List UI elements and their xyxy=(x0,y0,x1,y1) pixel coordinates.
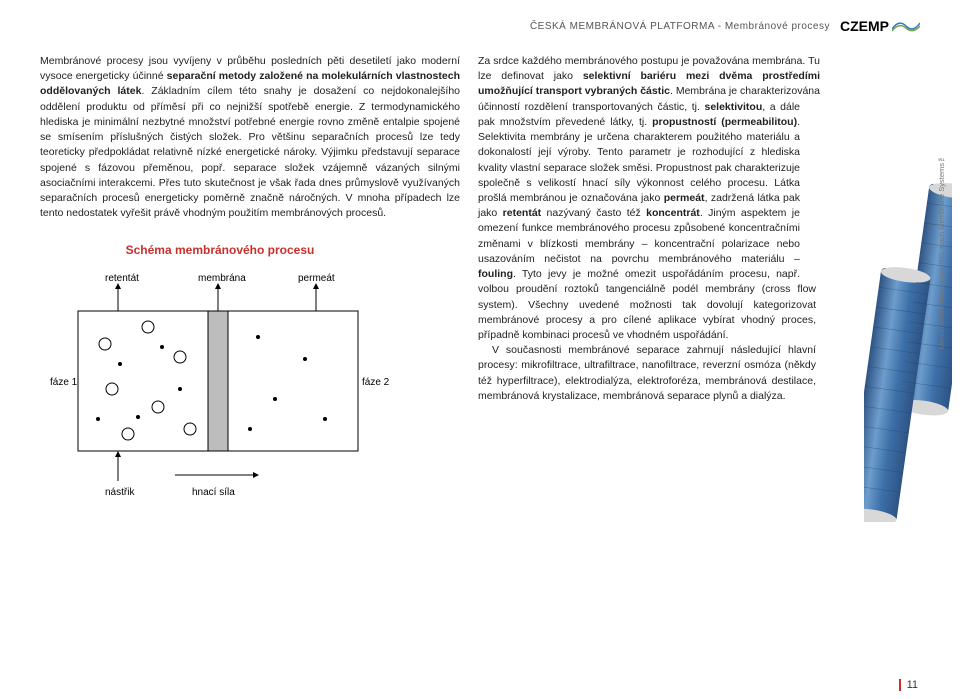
label-retentat: retentát xyxy=(105,273,139,284)
logo: CZEMP xyxy=(840,18,920,34)
breadcrumb: ČESKÁ MEMBRÁNOVÁ PLATFORMA - Membránové … xyxy=(530,21,830,32)
intro-paragraph: Membránové procesy jsou vyvíjeny v průbě… xyxy=(40,54,460,221)
page-number: 11 xyxy=(899,679,918,691)
schema-title: Schéma membránového procesu xyxy=(40,243,400,257)
svg-text:fáze 2: fáze 2 xyxy=(362,377,390,388)
schema-block: Schéma membránového procesu retentát mem… xyxy=(40,243,400,499)
header: ČESKÁ MEMBRÁNOVÁ PLATFORMA - Membránové … xyxy=(40,18,920,34)
svg-text:nástřik: nástřik xyxy=(105,487,135,498)
photo-caption: Membránové moduly pro RO, Koch Membrane … xyxy=(938,154,950,349)
membrane-schema-svg: retentát membrána permeát xyxy=(50,269,390,499)
logo-wave-icon xyxy=(892,19,920,33)
svg-text:fáze 1: fáze 1 xyxy=(50,377,78,388)
right-paragraph-1: Za srdce každého membránového postupu je… xyxy=(478,54,920,343)
logo-text: CZEMP xyxy=(840,18,889,34)
svg-text:hnací síla: hnací síla xyxy=(192,487,235,498)
label-permeat: permeát xyxy=(298,273,335,284)
label-membrana: membrána xyxy=(198,273,246,284)
